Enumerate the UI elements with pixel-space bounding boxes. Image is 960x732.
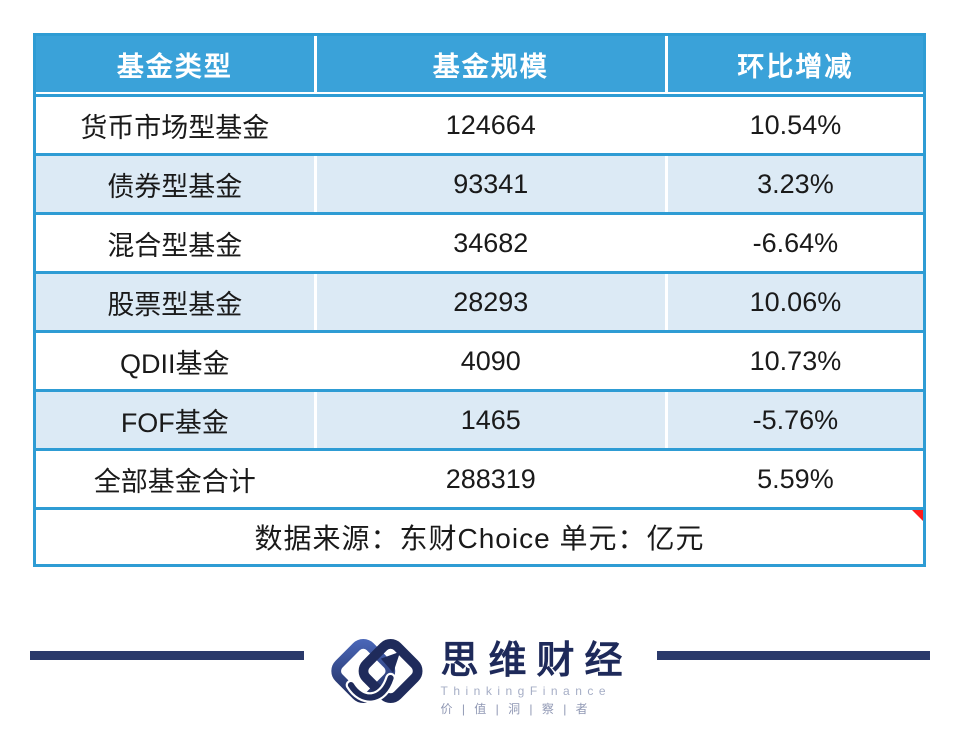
cell-fund-change: -6.64%: [664, 215, 923, 271]
cell-fund-type: 混合型基金: [107, 230, 243, 261]
cell-fund-type: QDII基金: [120, 348, 230, 379]
cell-fund-change: 10.54%: [664, 97, 923, 153]
comment-marker-icon: [912, 510, 923, 521]
cell-fund-scale: 124664: [313, 97, 665, 153]
brand-text-block: 思维财经 ThinkingFinance 价 | 值 | 洞 | 察 | 者: [441, 642, 633, 717]
cell-fund-change: 10.73%: [664, 333, 923, 389]
table-row: 混合型基金 34682 -6.64%: [36, 212, 923, 271]
cell-fund-scale: 28293: [313, 274, 665, 330]
table-row: 股票型基金 28293 10.06%: [36, 271, 923, 330]
brand-name: 思维财经: [440, 640, 633, 682]
header-fund-change: 环比增减: [664, 36, 923, 92]
cell-fund-change: 5.59%: [664, 451, 923, 507]
cell-fund-type: FOF基金: [120, 407, 229, 438]
header-fund-type: 基金类型: [116, 51, 233, 82]
data-source-note: 数据来源：东财Choice 单元：亿元: [254, 523, 705, 554]
cell-fund-scale: 1465: [313, 392, 665, 448]
fund-table: 基金类型 基金规模 环比增减 货币市场型基金 124664 10.54% 债券型…: [33, 33, 926, 567]
brand-band: 思维财经 ThinkingFinance 价 | 值 | 洞 | 察 | 者: [30, 622, 931, 720]
cell-fund-type: 货币市场型基金: [80, 112, 270, 143]
table-row: 债券型基金 93341 3.23%: [36, 153, 923, 212]
table-header-row: 基金类型 基金规模 环比增减: [36, 36, 923, 94]
cell-fund-change: 10.06%: [664, 274, 923, 330]
table-row: FOF基金 1465 -5.76%: [36, 389, 923, 448]
cell-fund-scale: 34682: [313, 215, 665, 271]
brand-subtitle: ThinkingFinance: [440, 684, 612, 698]
cell-fund-type: 股票型基金: [107, 289, 243, 320]
cell-fund-change: 3.23%: [664, 156, 923, 212]
brand-tagline: 价 | 值 | 洞 | 察 | 者: [440, 702, 591, 716]
header-fund-scale: 基金规模: [313, 36, 665, 92]
table-row: 货币市场型基金 124664 10.54%: [36, 94, 923, 153]
divider-line: [656, 651, 931, 660]
table-row: QDII基金 4090 10.73%: [36, 330, 923, 389]
cell-fund-scale: 93341: [313, 156, 665, 212]
divider-line: [30, 651, 304, 660]
cell-fund-scale: 4090: [313, 333, 665, 389]
table-row-total: 全部基金合计 288319 5.59%: [36, 448, 923, 507]
cell-fund-type: 债券型基金: [107, 171, 243, 202]
cell-fund-type: 全部基金合计: [93, 466, 256, 497]
cell-fund-change: -5.76%: [664, 392, 923, 448]
thinking-finance-logo-icon: [330, 627, 429, 720]
cell-fund-scale: 288319: [313, 451, 665, 507]
brand-logo: 思维财经 ThinkingFinance 价 | 值 | 洞 | 察 | 者: [330, 622, 633, 720]
table-body: 货币市场型基金 124664 10.54% 债券型基金 93341 3.23% …: [36, 94, 923, 507]
table-footnote-row: 数据来源：东财Choice 单元：亿元: [36, 507, 923, 564]
